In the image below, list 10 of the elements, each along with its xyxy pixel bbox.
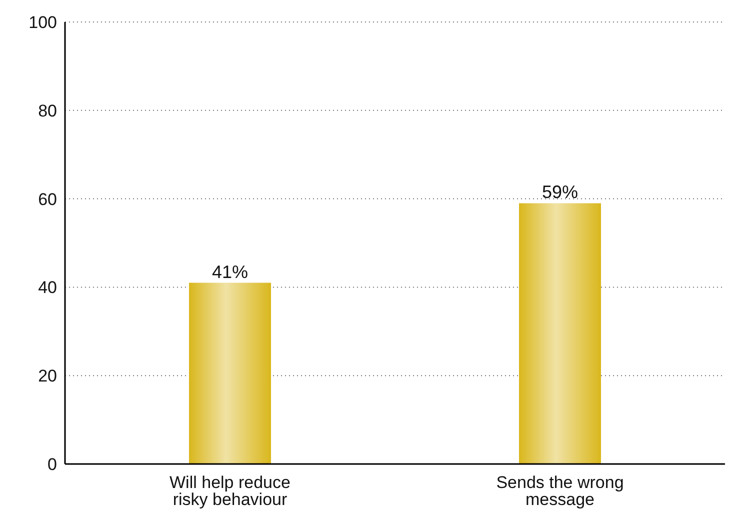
data-label: 41% (212, 262, 248, 282)
x-tick-label: Sends the wrong message (496, 473, 624, 510)
y-tick-label: 100 (28, 13, 57, 32)
y-tick-label: 80 (38, 101, 57, 120)
y-tick-label: 20 (38, 366, 57, 386)
x-tick-label: Will help reduce risky behaviour (170, 473, 290, 510)
y-tick-label: 40 (38, 278, 57, 298)
y-tick-label: 0 (48, 455, 57, 474)
y-tick-label: 60 (38, 190, 57, 209)
data-label: 59% (542, 182, 578, 202)
